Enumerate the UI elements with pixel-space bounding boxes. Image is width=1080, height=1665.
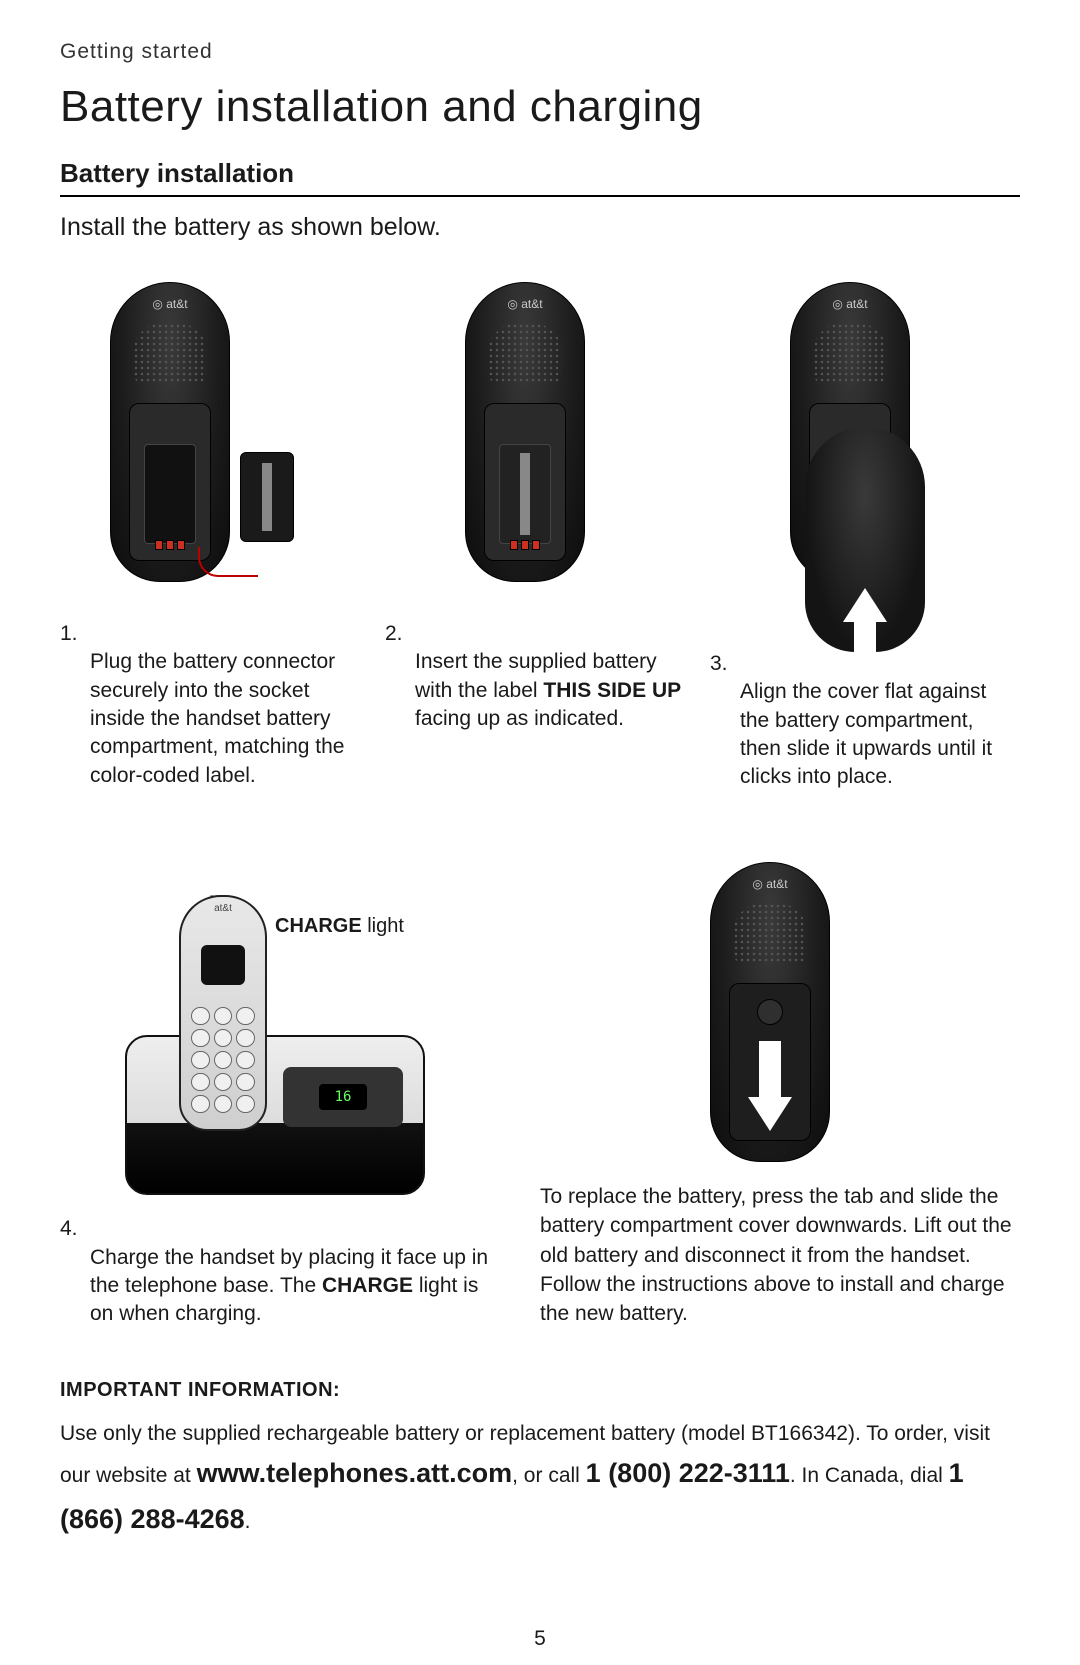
step-4-bold: CHARGE	[322, 1274, 413, 1297]
step-2-column: at&t 2.Insert the supplied battery with …	[385, 282, 685, 792]
arrow-down-icon	[748, 1097, 792, 1131]
charge-callout-rest: light	[362, 915, 404, 937]
step-2-body: Insert the supplied battery with the lab…	[415, 648, 685, 733]
page-title: Battery installation and charging	[60, 82, 1020, 132]
step-3-illustration: at&t	[790, 282, 940, 622]
brand-label: at&t	[711, 877, 829, 891]
handset-back-icon: at&t	[710, 862, 830, 1162]
step-4-column: CHARGE light 16 at&t 4.Charge t	[60, 895, 490, 1328]
charge-callout-bold: CHARGE	[275, 915, 362, 937]
answering-panel-icon: 16	[283, 1067, 403, 1127]
breadcrumb: Getting started	[60, 40, 1020, 64]
important-title: IMPORTANT INFORMATION:	[60, 1379, 1020, 1402]
handset-back-icon: at&t	[465, 282, 585, 582]
battery-pack-icon	[240, 452, 294, 542]
important-text: Use only the supplied rechargeable batte…	[60, 1416, 1020, 1543]
step-4-body: Charge the handset by placing it face up…	[90, 1244, 490, 1329]
charge-light-callout: CHARGE light	[275, 915, 445, 938]
battery-compartment-icon	[129, 403, 211, 561]
speaker-grille-icon	[813, 323, 887, 383]
step-3-column: at&t 3.Align the cover flat against the …	[710, 282, 1020, 792]
battery-cover-icon	[805, 427, 925, 652]
steps-row-2: CHARGE light 16 at&t 4.Charge t	[60, 862, 1020, 1329]
page-number: 5	[0, 1627, 1080, 1651]
step-1-column: at&t 1.Plug the battery connector secure…	[60, 282, 360, 792]
step-4-num: 4.	[60, 1215, 84, 1243]
step-4-illustration: CHARGE light 16 at&t	[125, 895, 425, 1195]
step-1-body: Plug the battery connector securely into…	[90, 648, 360, 790]
replace-illustration: at&t	[710, 862, 850, 1172]
step-4-text: 4.Charge the handset by placing it face …	[60, 1215, 490, 1328]
handset-keypad-icon	[191, 1007, 255, 1119]
speaker-grille-icon	[733, 903, 807, 963]
section-heading: Battery installation	[60, 158, 1020, 189]
step-1-num: 1.	[60, 620, 84, 648]
arrow-up-icon	[843, 588, 887, 622]
step-2-text: 2.Insert the supplied battery with the l…	[385, 620, 685, 733]
battery-wire-icon	[198, 547, 258, 577]
step-1-text: 1.Plug the battery connector securely in…	[60, 620, 360, 790]
speaker-grille-icon	[488, 323, 562, 383]
brand-label: at&t	[181, 903, 265, 914]
section-rule	[60, 195, 1020, 197]
step-3-num: 3.	[710, 650, 734, 678]
brand-label: at&t	[466, 297, 584, 311]
handset-back-icon: at&t	[110, 282, 230, 582]
led-display: 16	[319, 1084, 367, 1110]
step-2-post: facing up as indicated.	[415, 707, 624, 730]
step-2-bold: THIS SIDE UP	[543, 679, 681, 702]
important-block: IMPORTANT INFORMATION: Use only the supp…	[60, 1379, 1020, 1543]
battery-compartment-icon	[484, 403, 566, 561]
important-end: .	[245, 1510, 251, 1533]
important-url: www.telephones.att.com	[197, 1458, 513, 1488]
speaker-grille-icon	[133, 323, 207, 383]
step-2-num: 2.	[385, 620, 409, 648]
important-mid: , or call	[512, 1464, 586, 1487]
replace-column: at&t To replace the battery, press the t…	[540, 862, 1020, 1329]
step-2-illustration: at&t	[465, 282, 605, 592]
telephone-base-icon: 16	[125, 1035, 425, 1195]
replace-text: To replace the battery, press the tab an…	[540, 1182, 1020, 1329]
cover-tab-icon	[757, 999, 783, 1025]
handset-front-icon: at&t	[179, 895, 267, 1131]
important-post: . In Canada, dial	[790, 1464, 949, 1487]
brand-label: at&t	[791, 297, 909, 311]
step-3-body: Align the cover flat against the battery…	[740, 678, 1020, 791]
handset-screen-icon	[201, 945, 245, 985]
intro-text: Install the battery as shown below.	[60, 213, 1020, 242]
steps-row-1: at&t 1.Plug the battery connector secure…	[60, 282, 1020, 792]
important-phone-us: 1 (800) 222-3111	[586, 1458, 790, 1488]
brand-label: at&t	[111, 297, 229, 311]
step-1-illustration: at&t	[110, 282, 310, 592]
